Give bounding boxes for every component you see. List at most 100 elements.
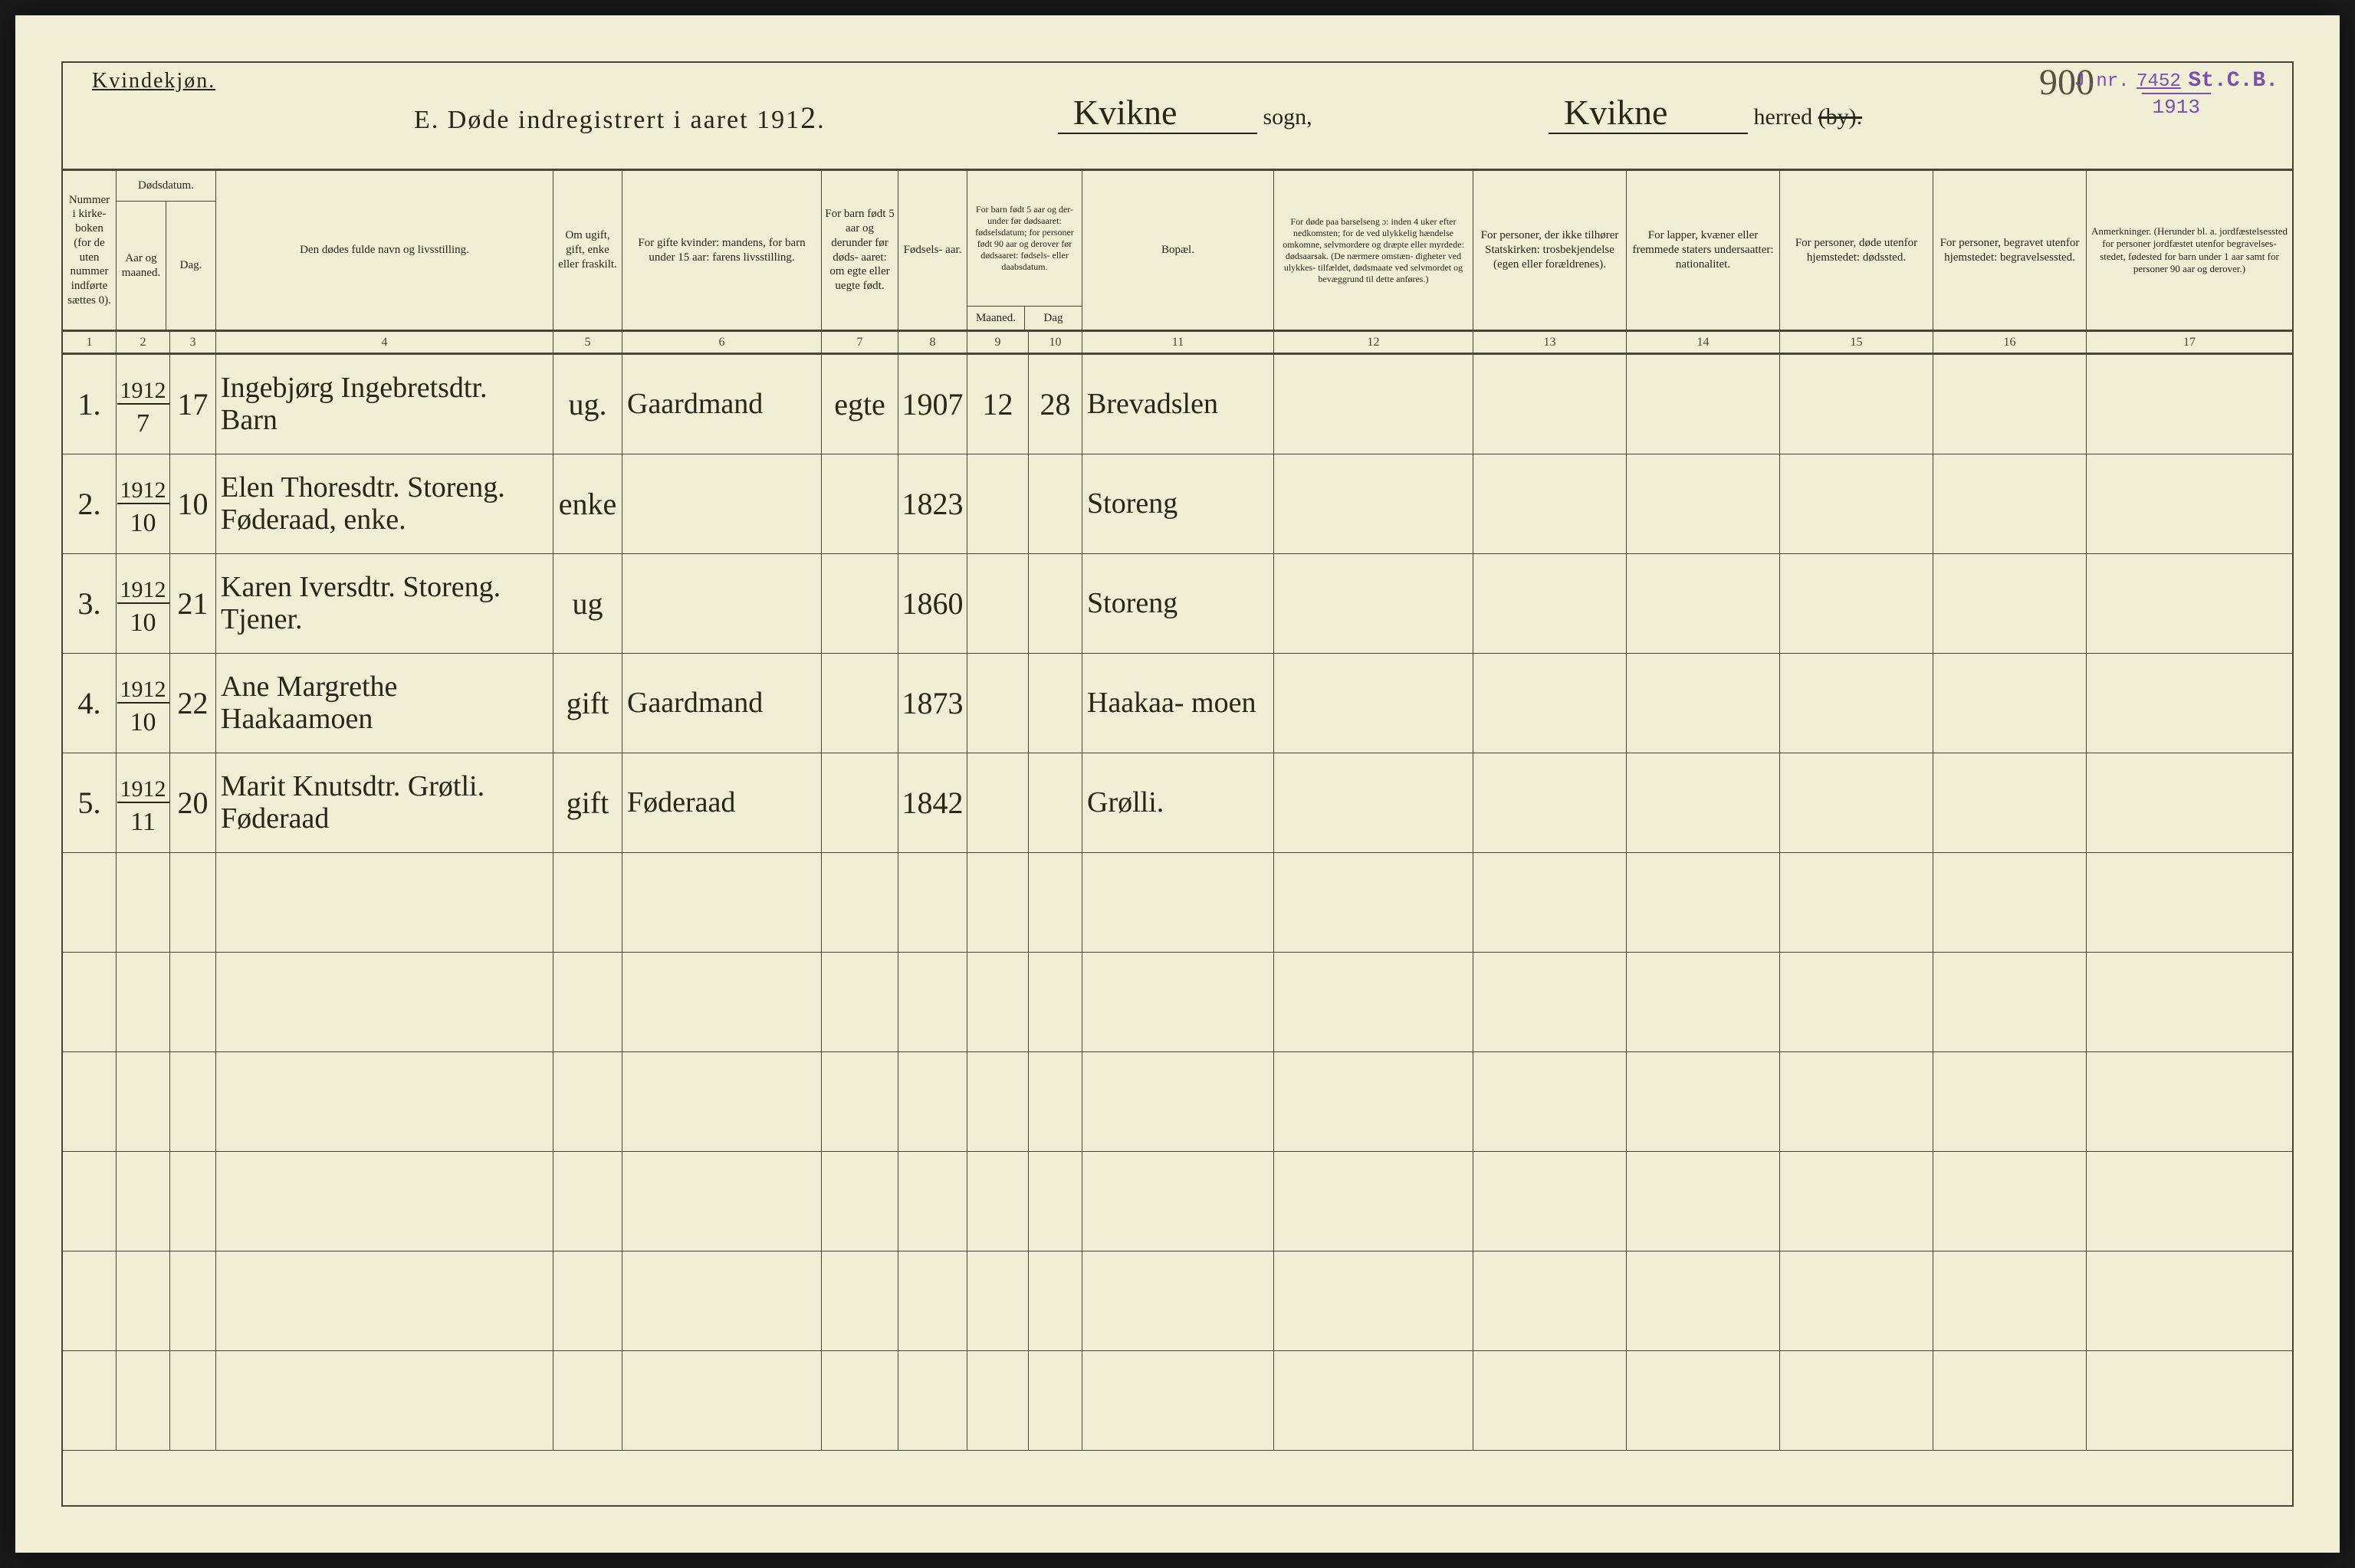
table-row: 3. 191210 21 Karen Iversdtr. Storeng. Tj…	[63, 554, 2292, 654]
cell-15	[1780, 454, 1933, 553]
colnum-3: 3	[170, 332, 216, 353]
archive-stamp: J.nr. 7452 St.C.B. 1913	[2074, 69, 2278, 119]
herred-struck: (by).	[1818, 104, 1862, 130]
cell-empty	[1627, 953, 1780, 1051]
col-header-16: For personer, begravet utenfor hjemstede…	[1933, 171, 2087, 330]
colnum-13: 13	[1473, 332, 1627, 353]
cell-empty	[216, 1351, 553, 1450]
cell-empty	[2087, 853, 2292, 952]
colnum-14: 14	[1627, 332, 1780, 353]
cell-16	[1933, 454, 2087, 553]
cell-empty	[553, 1152, 622, 1251]
cell-name: Ane Margrethe Haakaamoen	[216, 654, 553, 753]
cell-fmonth	[967, 554, 1029, 653]
cell-empty	[117, 1351, 170, 1450]
cell-13	[1473, 554, 1627, 653]
col-header-13: For personer, der ikke tilhører Statskir…	[1473, 171, 1627, 330]
col-header-11: Bopæl.	[1082, 171, 1274, 330]
cell-empty	[1082, 1251, 1274, 1350]
cell-empty	[63, 1351, 117, 1450]
cell-empty	[1933, 1351, 2087, 1450]
cell-name: Marit Knutsdtr. Grøtli. Føderaad	[216, 753, 553, 852]
cell-yearmonth: 191211	[117, 753, 170, 852]
cell-status: enke	[553, 454, 622, 553]
cell-empty	[553, 953, 622, 1051]
cell-empty	[1473, 953, 1627, 1051]
cell-14	[1627, 454, 1780, 553]
cell-bopael: Grølli.	[1082, 753, 1274, 852]
sogn-field: Kvikne sogn,	[1058, 92, 1312, 134]
col-header-3: Dag.	[166, 202, 215, 330]
ledger-page: Kvindekjøn. E. Døde indregistrert i aare…	[15, 15, 2340, 1553]
cell-empty	[898, 1052, 967, 1151]
cell-empty	[2087, 953, 2292, 1051]
col-header-1: Nummer i kirke- boken (for de uten numme…	[63, 171, 117, 330]
cell-bopael: Storeng	[1082, 554, 1274, 653]
cell-empty	[1780, 953, 1933, 1051]
col-header-10: Dag	[1025, 307, 1082, 330]
cell-empty	[622, 1052, 822, 1151]
cell-14	[1627, 654, 1780, 753]
cell-fodselsaar: 1842	[898, 753, 967, 852]
cell-fmonth	[967, 454, 1029, 553]
cell-empty	[1082, 1351, 1274, 1450]
cell-13	[1473, 454, 1627, 553]
cell-fodselsaar: 1823	[898, 454, 967, 553]
cell-empty	[170, 1251, 216, 1350]
cell-14	[1627, 753, 1780, 852]
cell-status: ug.	[553, 355, 622, 454]
cell-empty	[1780, 1152, 1933, 1251]
cell-empty	[967, 953, 1029, 1051]
table-row-empty	[63, 1052, 2292, 1152]
cell-16	[1933, 554, 2087, 653]
cell-fday	[1029, 654, 1082, 753]
colnum-17: 17	[2087, 332, 2292, 353]
col-header-2-3: Dødsdatum. Aar og maaned. Dag.	[117, 171, 216, 330]
cell-empty	[1473, 1351, 1627, 1450]
colnum-7: 7	[822, 332, 898, 353]
cell-status: gift	[553, 753, 622, 852]
cell-day: 17	[170, 355, 216, 454]
cell-17	[2087, 454, 2292, 553]
cell-empty	[2087, 1152, 2292, 1251]
cell-empty	[117, 953, 170, 1051]
cell-17	[2087, 753, 2292, 852]
col-header-12: For døde paa barselseng ɔ: inden 4 uker …	[1274, 171, 1473, 330]
colnum-11: 11	[1082, 332, 1274, 353]
cell-empty	[117, 1251, 170, 1350]
cell-empty	[898, 853, 967, 952]
cell-empty	[216, 1152, 553, 1251]
title-year-digit: 2	[800, 100, 817, 135]
cell-12	[1274, 554, 1473, 653]
cell-empty	[1274, 1351, 1473, 1450]
cell-empty	[622, 853, 822, 952]
table-row-empty	[63, 1351, 2292, 1451]
cell-no: 3.	[63, 554, 117, 653]
col-header-dodsdatum: Dødsdatum.	[117, 171, 215, 202]
cell-empty	[1933, 1251, 2087, 1350]
table-row-empty	[63, 853, 2292, 953]
cell-empty	[1473, 853, 1627, 952]
cell-empty	[117, 1152, 170, 1251]
cell-empty	[898, 1152, 967, 1251]
herred-field: Kvikne herred (by).	[1549, 92, 1862, 134]
cell-empty	[1473, 1251, 1627, 1350]
table-row-empty	[63, 1152, 2292, 1251]
cell-fmonth: 12	[967, 355, 1029, 454]
cell-12	[1274, 753, 1473, 852]
cell-empty	[117, 1052, 170, 1151]
cell-empty	[1627, 1052, 1780, 1151]
cell-yearmonth: 19127	[117, 355, 170, 454]
colnum-8: 8	[898, 332, 967, 353]
cell-day: 10	[170, 454, 216, 553]
cell-fday: 28	[1029, 355, 1082, 454]
cell-mandens: Gaardmand	[622, 654, 822, 753]
colnum-5: 5	[553, 332, 622, 353]
cell-empty	[1933, 853, 2087, 952]
table-row: 1. 19127 17 Ingebjørg Ingebretsdtr. Barn…	[63, 355, 2292, 454]
cell-name: Karen Iversdtr. Storeng. Tjener.	[216, 554, 553, 653]
stamp-stcb: St.C.B.	[2188, 69, 2278, 93]
cell-empty	[1627, 1251, 1780, 1350]
col-header-4: Den dødes fulde navn og livsstilling.	[216, 171, 553, 330]
cell-empty	[822, 853, 898, 952]
